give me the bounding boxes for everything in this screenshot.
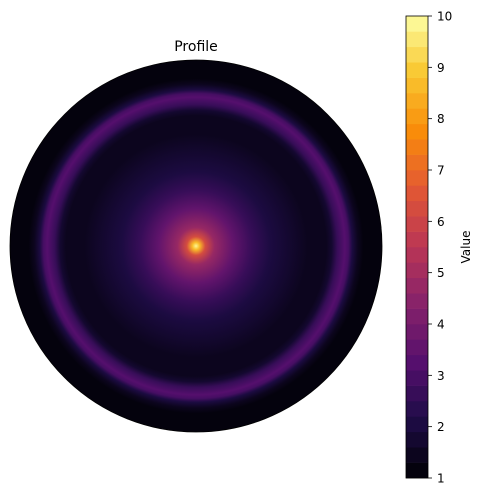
colorbar: 1 2 3 4 5 6 7 8 9 10 Value [405, 10, 473, 486]
colorbar-band [406, 247, 428, 263]
colorbar-tick-label: 7 [437, 164, 445, 178]
colorbar-band [406, 77, 428, 94]
colorbar-tick-label: 10 [437, 10, 452, 24]
polar-outline [9, 59, 383, 433]
colorbar-band [406, 108, 428, 125]
colorbar-band [406, 293, 428, 309]
colorbar-band [406, 216, 428, 232]
colorbar-ticks: 1 2 3 4 5 6 7 8 9 10 [428, 10, 452, 486]
colorbar-band [406, 447, 428, 463]
colorbar-band [406, 62, 428, 78]
colorbar-band [406, 31, 428, 48]
colorbar-band [406, 46, 428, 63]
colorbar-band [406, 324, 428, 340]
colorbar-tick-label: 5 [437, 266, 445, 280]
colorbar-bands [406, 16, 428, 479]
colorbar-band [406, 354, 428, 371]
colorbar-band [406, 385, 428, 402]
colorbar-band [406, 401, 428, 417]
colorbar-tick-label: 2 [437, 420, 445, 434]
colorbar-tick-label: 1 [437, 472, 445, 486]
colorbar-band [406, 308, 428, 325]
colorbar-band [406, 185, 428, 202]
polar-field [10, 60, 382, 432]
colorbar-tick-label: 9 [437, 61, 445, 75]
colorbar-band [406, 431, 428, 448]
colorbar-band [406, 200, 428, 217]
colorbar-frame [405, 15, 429, 479]
colorbar-band [406, 170, 428, 186]
colorbar-band [406, 93, 428, 109]
colorbar-band [406, 370, 428, 386]
colorbar-tick-label: 8 [437, 112, 445, 126]
colorbar-tick-label: 3 [437, 369, 445, 383]
chart-title: Profile [174, 39, 218, 55]
colorbar-band [406, 462, 428, 479]
polar-plot [9, 59, 383, 433]
colorbar-band [406, 262, 428, 279]
colorbar-band [406, 123, 428, 140]
colorbar-band [406, 231, 428, 248]
colorbar-band [406, 154, 428, 171]
colorbar-tick-label: 4 [437, 318, 445, 332]
colorbar-band [406, 339, 428, 356]
colorbar-label: Value [459, 231, 473, 264]
colorbar-band [406, 139, 428, 155]
colorbar-band [406, 416, 428, 433]
colorbar-tick-label: 6 [437, 215, 445, 229]
colorbar-band [406, 277, 428, 294]
colorbar-band [406, 16, 428, 32]
